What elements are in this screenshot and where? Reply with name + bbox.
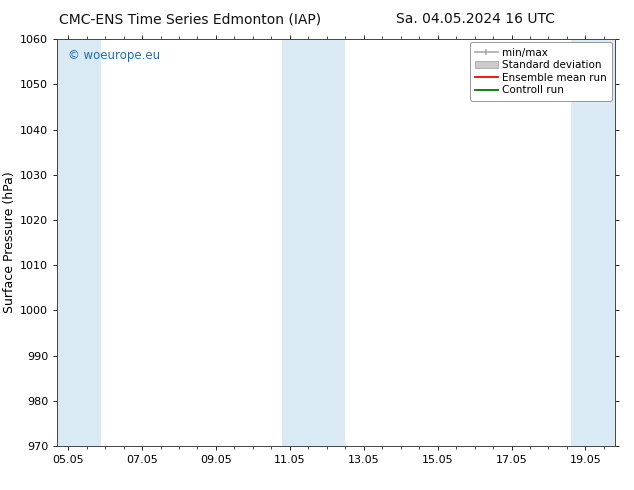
Text: CMC-ENS Time Series Edmonton (IAP): CMC-ENS Time Series Edmonton (IAP) [59,12,321,26]
Legend: min/max, Standard deviation, Ensemble mean run, Controll run: min/max, Standard deviation, Ensemble me… [470,42,612,100]
Text: © woeurope.eu: © woeurope.eu [68,49,160,62]
Bar [571,39,615,446]
Bar [308,39,346,446]
Bar [282,39,308,446]
Text: Sa. 04.05.2024 16 UTC: Sa. 04.05.2024 16 UTC [396,12,555,26]
Bar [57,39,101,446]
Y-axis label: Surface Pressure (hPa): Surface Pressure (hPa) [3,172,16,314]
